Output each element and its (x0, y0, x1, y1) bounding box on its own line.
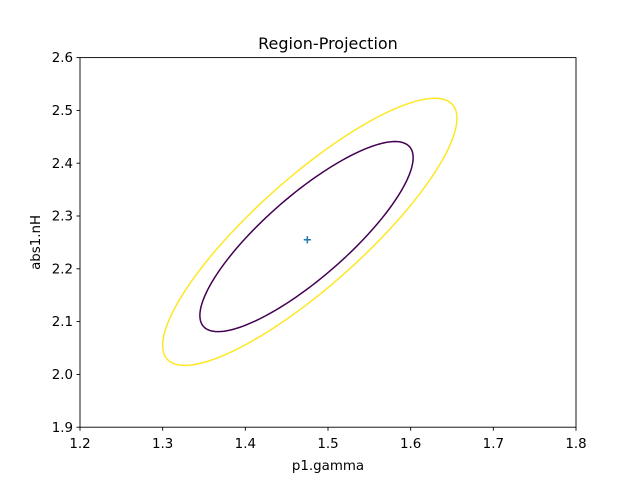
x-tick-label: 1.6 (400, 437, 421, 452)
y-tick-label: 2.4 (52, 157, 73, 172)
x-tick-label: 1.2 (69, 437, 90, 452)
chart-title: Region-Projection (258, 34, 398, 53)
confidence-contours (161, 97, 458, 367)
y-tick-label: 2.6 (52, 51, 73, 66)
x-tick-label: 1.7 (483, 437, 504, 452)
y-axis-label: abs1.nH (29, 215, 44, 270)
plus-marker (303, 236, 311, 244)
y-tick-label: 2.0 (52, 368, 73, 383)
y-tick-label: 2.3 (52, 210, 73, 225)
best-fit-marker (303, 236, 311, 244)
y-tick-label: 2.5 (52, 104, 73, 119)
x-tick-label: 1.5 (317, 437, 338, 452)
y-tick-label: 1.9 (52, 421, 73, 436)
x-axis-ticks: 1.2 1.3 1.4 1.5 1.6 1.7 1.8 (69, 427, 587, 452)
y-tick-label: 2.1 (52, 315, 73, 330)
inner-confidence-contour (199, 140, 414, 333)
x-tick-label: 1.8 (565, 437, 586, 452)
outer-confidence-contour (161, 97, 458, 367)
x-tick-label: 1.3 (152, 437, 173, 452)
y-axis-ticks: 1.9 2.0 2.1 2.2 2.3 2.4 2.5 2.6 (52, 51, 80, 436)
y-tick-label: 2.2 (52, 262, 73, 277)
x-axis-label: p1.gamma (292, 459, 364, 474)
x-tick-label: 1.4 (235, 437, 256, 452)
